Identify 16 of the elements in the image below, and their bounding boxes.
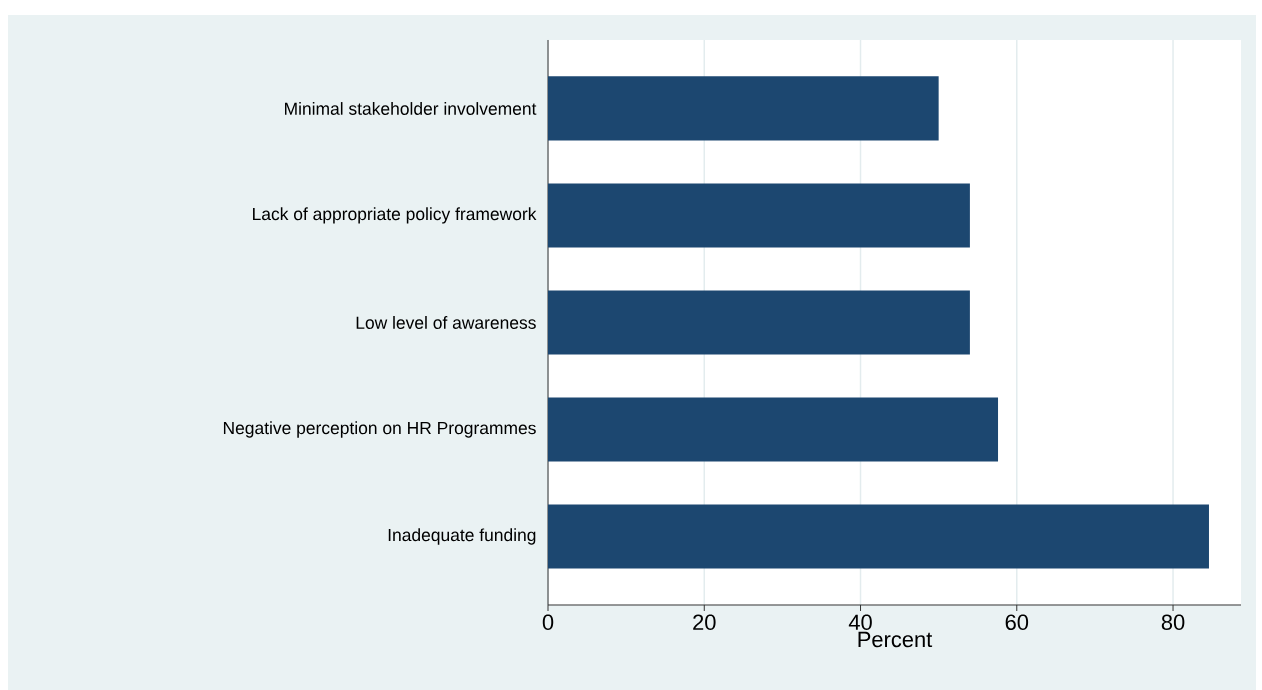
bar [548,290,970,355]
y-tick-label: Inadequate funding [388,528,536,545]
y-tick-label: Negative perception on HR Programmes [223,421,536,438]
y-tick-label: Minimal stakeholder involvement [285,102,537,115]
x-tick-label: 40 [848,614,872,631]
bar [548,397,999,462]
bar [548,504,1209,569]
bar [548,183,970,248]
y-tick-label: Low level of awareness [356,316,536,329]
x-axis-title: Percent [858,631,933,648]
bar [548,76,939,141]
x-tick-label: 80 [1161,614,1185,631]
x-tick-label: 0 [542,614,554,631]
y-tick-label: Lack of appropriate policy framework [253,207,537,224]
x-tick-label: 60 [1005,614,1029,631]
x-tick-label: 20 [693,614,716,631]
